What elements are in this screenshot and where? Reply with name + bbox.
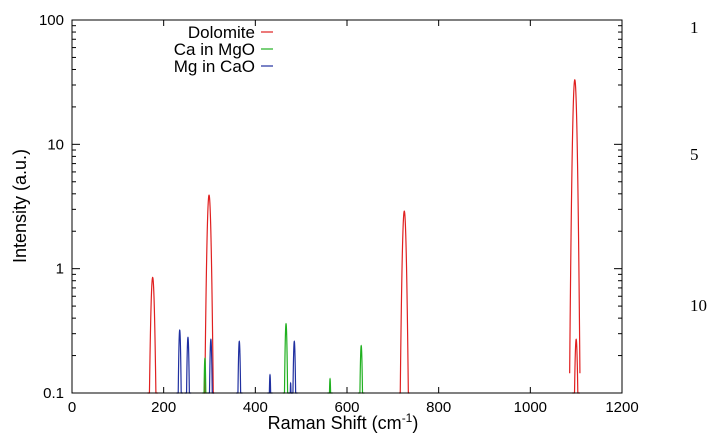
y-tick-label: 0.1 <box>43 385 64 402</box>
x-axis-title-superscript: -1 <box>402 411 413 425</box>
peak-dolomite-1100 <box>572 338 581 394</box>
legend-label-mg-in-cao: Mg in CaO <box>174 57 255 76</box>
y-tick-label: 10 <box>47 136 64 153</box>
peak-mg-in-cao-432 <box>267 373 273 394</box>
x-tick-label: 0 <box>68 399 76 416</box>
x-tick-label: 1200 <box>605 399 638 416</box>
line-number-1: 1 <box>690 18 699 37</box>
x-tick-label: 800 <box>426 399 451 416</box>
x-tick-label: 400 <box>243 399 268 416</box>
legend-label-ca-in-mgo: Ca in MgO <box>174 40 255 59</box>
legend-label-dolomite: Dolomite <box>188 23 255 42</box>
line-number-10: 10 <box>690 296 707 315</box>
line-number-5: 5 <box>690 145 699 164</box>
peak-dolomite-1097 <box>569 78 581 374</box>
y-axis-title: Intensity (a.u.) <box>10 149 30 263</box>
peak-ca-in-mgo-563 <box>327 377 333 394</box>
peak-dolomite-299 <box>203 194 215 394</box>
x-axis-title: Raman Shift (cm-1) <box>268 411 419 433</box>
peak-mg-in-cao-365 <box>236 340 243 394</box>
peak-dolomite-725 <box>399 210 410 394</box>
x-tick-label: 200 <box>151 399 176 416</box>
y-tick-label: 100 <box>39 12 64 29</box>
x-tick-label: 600 <box>334 399 359 416</box>
x-axis-ticks: 0 200 400 600 800 1000 1200 <box>68 20 639 416</box>
peak-mg-in-cao-485 <box>291 340 298 394</box>
peak-mg-in-cao-235 <box>176 329 183 394</box>
peak-mg-in-cao-477 <box>288 381 293 394</box>
series-layer <box>147 78 581 394</box>
peak-dolomite-176 <box>147 276 158 394</box>
peak-mg-in-cao-253 <box>184 336 192 394</box>
peak-ca-in-mgo-631 <box>358 344 365 394</box>
peak-ca-in-mgo-467 <box>282 322 290 394</box>
y-tick-label: 1 <box>56 261 64 278</box>
y-axis-ticks: 0.1 1 10 100 <box>39 12 622 402</box>
x-tick-label: 1000 <box>514 399 547 416</box>
